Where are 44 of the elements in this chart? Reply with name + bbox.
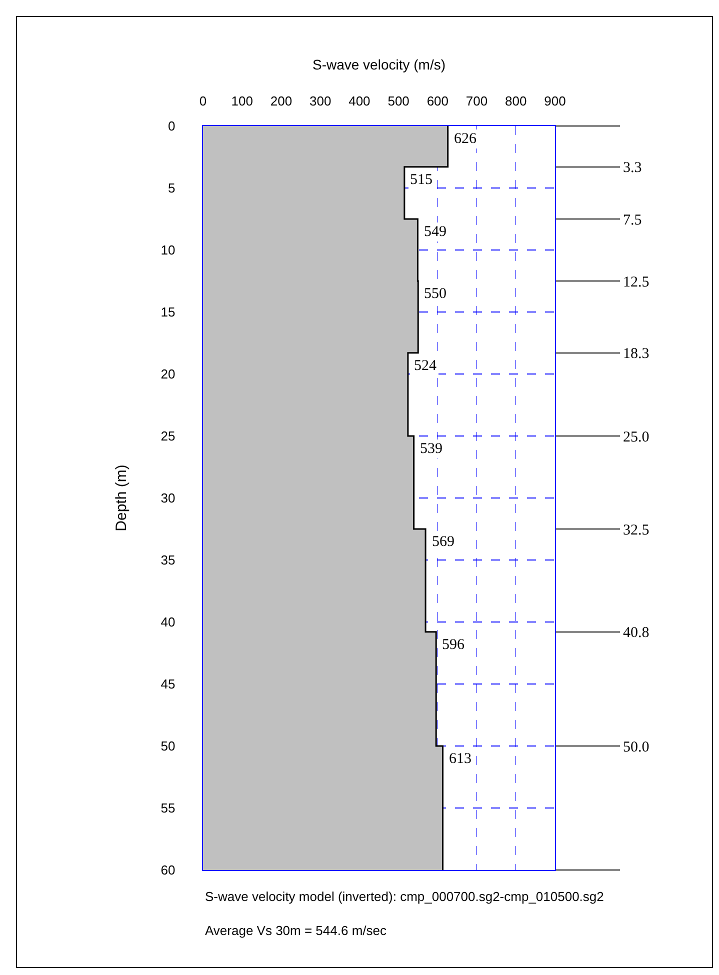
- data-label: 569: [432, 534, 454, 550]
- data-label: 524: [414, 358, 437, 374]
- y2-tick-label: 12.5: [623, 274, 650, 290]
- text: S-wave velocity model (inverted): cmp_000700.sg2-cmp_010500.sg2: [205, 889, 604, 904]
- data-label: 515: [410, 172, 432, 188]
- y2-tick-label: 50.0: [623, 739, 650, 756]
- x-tick-label: 400: [348, 94, 370, 109]
- x-tick-label: 800: [505, 94, 527, 109]
- y2-tick-label: 3.3: [623, 160, 642, 176]
- y-tick-label: 25: [160, 428, 176, 444]
- x-tick-label: 600: [426, 94, 449, 109]
- x-tick-label: 0: [199, 94, 207, 109]
- y-tick-label: 45: [160, 676, 176, 692]
- y-tick-label: 5: [168, 180, 176, 196]
- x-tick-label: 300: [309, 94, 332, 109]
- y-tick-label: 10: [160, 242, 176, 258]
- y2-tick-label: 25.0: [623, 429, 650, 446]
- data-label: 549: [424, 224, 446, 240]
- y-tick-label: 0: [168, 118, 176, 134]
- data-label: 613: [449, 751, 472, 767]
- x-tick-label: 900: [544, 94, 566, 109]
- y2-tick-label: 32.5: [623, 522, 650, 538]
- data-label: 596: [442, 637, 465, 653]
- y-axis-title: Depth (m): [113, 464, 130, 532]
- y-tick-label: 60: [160, 862, 176, 878]
- x-tick-label: 700: [466, 94, 488, 109]
- y2-tick-label: 18.3: [623, 346, 650, 362]
- y-tick-label: 55: [160, 800, 176, 816]
- y2-tick-label: 7.5: [623, 212, 642, 228]
- data-label: 550: [424, 286, 446, 302]
- y-tick-label: 15: [160, 304, 176, 320]
- y-tick-label: 20: [160, 366, 176, 382]
- data-label: 626: [454, 131, 477, 147]
- y-tick-label: 30: [160, 490, 176, 506]
- x-axis-title: S-wave velocity (m/s): [312, 56, 446, 72]
- y-tick-label: 40: [160, 614, 176, 630]
- x-tick-label: 200: [270, 94, 292, 109]
- x-tick-label: 500: [388, 94, 410, 109]
- y-tick-label: 35: [160, 552, 176, 568]
- text: Average Vs 30m = 544.6 m/sec: [205, 923, 387, 938]
- y-tick-label: 50: [160, 738, 176, 754]
- y2-tick-label: 40.8: [623, 625, 650, 642]
- x-tick-label: 100: [231, 94, 253, 109]
- data-label: 539: [420, 441, 442, 457]
